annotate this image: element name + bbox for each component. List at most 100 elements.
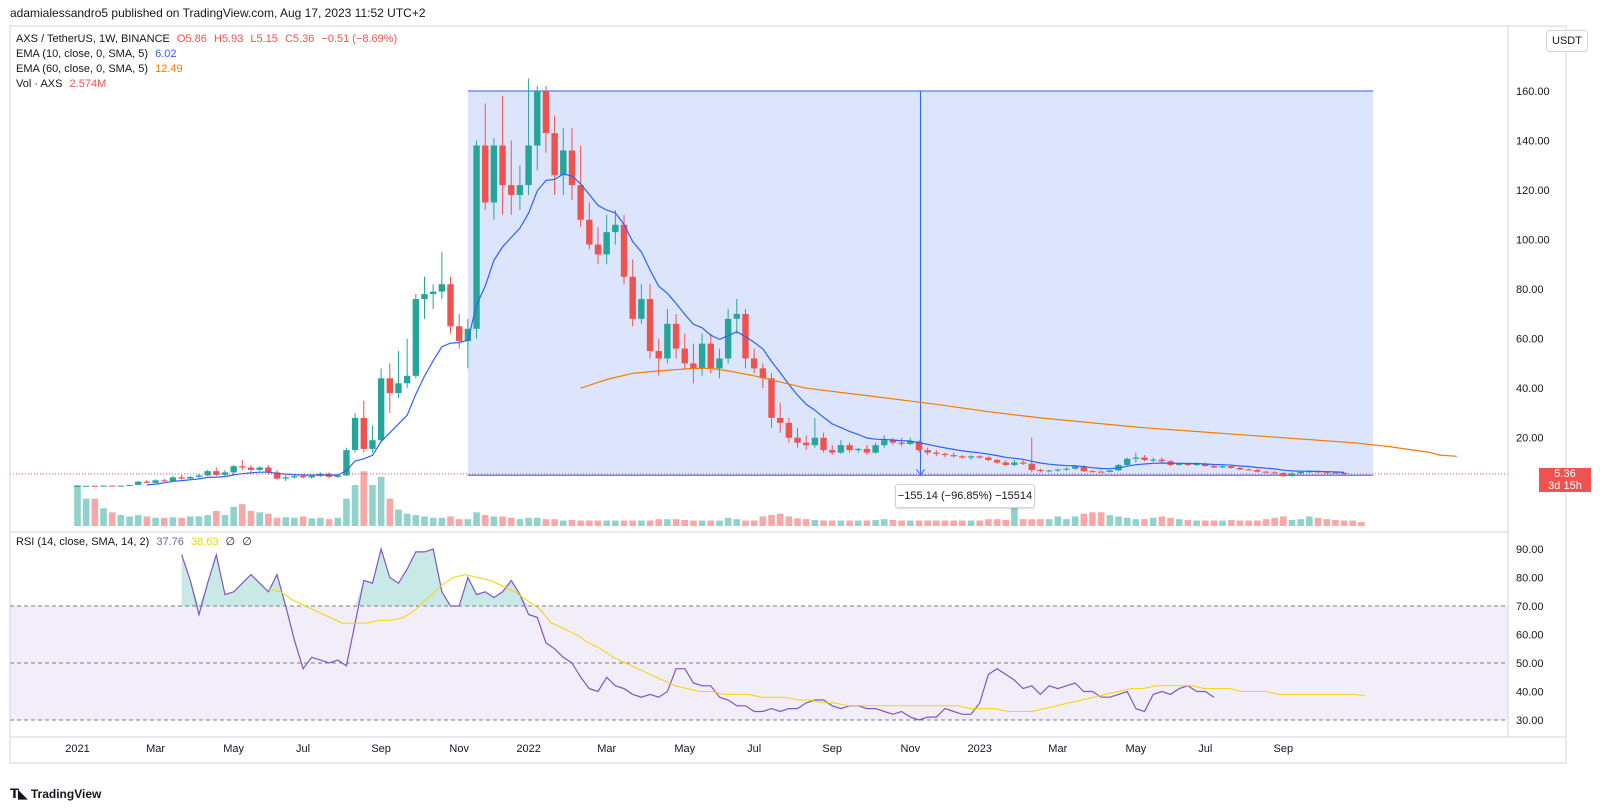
volume-bar [933, 520, 940, 526]
volume-bar [1236, 520, 1244, 526]
candle-body [829, 450, 836, 453]
volume-bar [1045, 519, 1053, 526]
volume-bar [360, 471, 368, 526]
candle-body [1297, 471, 1304, 474]
volume-value: 2.574M [69, 78, 107, 90]
price-tick-label: 80.00 [1516, 284, 1544, 296]
candle-body [1288, 473, 1296, 477]
volume-bar [1340, 520, 1348, 526]
volume-bar [1288, 519, 1296, 526]
rsi-value: 37.76 [156, 536, 184, 548]
candle-body [1202, 463, 1209, 466]
candle-body [117, 485, 125, 487]
price-axis[interactable]: 20.00 40.00 60.00 80.00 100.00 120.00 140.00 16… [1516, 86, 1550, 445]
volume-bar [516, 519, 524, 526]
volume-bar [343, 498, 350, 526]
candle-body [109, 485, 116, 487]
candle-body [1193, 463, 1200, 465]
candle-body [1011, 462, 1018, 465]
volume-bar [1132, 519, 1140, 526]
candle-body [490, 145, 498, 203]
candle-body [1037, 469, 1044, 472]
volume-bar [126, 516, 133, 526]
candle-body [837, 445, 845, 453]
time-tick-label: Nov [901, 743, 921, 755]
candle-body [308, 475, 315, 478]
volume-bar [1149, 517, 1157, 526]
volume-bar [256, 512, 263, 526]
volume-bar [1349, 520, 1357, 526]
rsi-tick-label: 30.00 [1516, 715, 1544, 727]
candle-body [1123, 458, 1131, 465]
candle-body [1132, 457, 1140, 459]
high-value: H5.93 [213, 33, 244, 45]
volume-bar [950, 520, 957, 526]
rsi-legend[interactable]: RSI (14, close, SMA, 14, 2) 37.76 38.63 … [16, 535, 252, 548]
currency-unit-button[interactable]: USDT [1546, 30, 1588, 52]
volume-bar [412, 515, 420, 526]
rsi-axis[interactable]: 30.00 40.00 50.00 60.00 70.00 80.00 90.00 [1516, 544, 1544, 727]
volume-bar [959, 520, 966, 526]
candle-body [403, 375, 411, 384]
volume-bar [568, 519, 576, 526]
volume-bar [1141, 519, 1148, 526]
volume-bar [117, 515, 125, 526]
volume-bar [195, 516, 203, 526]
candle-body [1071, 466, 1079, 469]
candle-body [716, 358, 723, 369]
candle-body [1106, 470, 1114, 472]
rsi-pane[interactable] [10, 546, 1508, 721]
volume-bar [403, 513, 411, 526]
volume-bar [750, 520, 758, 526]
volume-bar [525, 517, 532, 526]
time-axis[interactable]: 2021 Mar May Jul Sep Nov 2022 Mar May Jul Sep Nov 20… [65, 743, 1293, 755]
volume-bar [1227, 519, 1235, 526]
volume-bar [551, 519, 558, 526]
candle-body [620, 224, 628, 277]
candle-body [672, 323, 680, 349]
volume-label: Vol · AXS [16, 78, 63, 90]
volume-bar [1201, 520, 1209, 526]
volume-bar [976, 520, 983, 526]
candle-body [482, 145, 489, 203]
volume-bar [438, 517, 446, 526]
rsi-ma-line [268, 574, 1365, 712]
volume-legend[interactable]: Vol · AXS 2.574M [16, 78, 106, 90]
candle-body [638, 299, 645, 319]
candle-body [377, 378, 385, 441]
volume-bar [1323, 519, 1330, 526]
volume-bar [1115, 516, 1122, 526]
candle-body [473, 145, 480, 329]
candle-body [655, 351, 662, 359]
measure-arrow-head [916, 468, 925, 477]
volume-bar [1314, 517, 1322, 526]
volume-bar [299, 516, 307, 526]
candle-body [768, 378, 775, 418]
time-tick-label: Nov [449, 743, 469, 755]
pane-borders [9, 25, 1567, 764]
tradingview-logo[interactable]: 𝗧◣ TradingView [10, 786, 101, 802]
ema10-legend[interactable]: EMA (10, close, 0, SMA, 5) 6.02 [16, 48, 177, 60]
volume-bar [334, 517, 342, 526]
volume-bar [1210, 520, 1218, 526]
volume-bar [655, 519, 663, 526]
volume-bar [681, 519, 689, 526]
candle-body [985, 457, 992, 461]
volume-bar [152, 517, 159, 526]
price-tick-label: 160.00 [1516, 86, 1550, 98]
tradingview-brand: TradingView [30, 787, 102, 801]
volume-bar [1097, 512, 1105, 526]
candle-body [1080, 466, 1087, 472]
time-tick-label: May [674, 743, 695, 755]
candle-body [213, 471, 220, 475]
volume-bar [169, 517, 177, 526]
candle-body [299, 476, 307, 478]
rsi-extra-value-2: ∅ [242, 536, 252, 548]
candle-body [915, 441, 923, 451]
symbol-legend[interactable]: AXS / TetherUS, 1W, BINANCE O5.86 H5.93 … [16, 33, 397, 45]
volume-bar [282, 517, 289, 526]
candle-body [785, 422, 793, 438]
time-tick-label: 2023 [967, 743, 991, 755]
ema60-legend[interactable]: EMA (60, close, 0, SMA, 5) 12.49 [16, 63, 183, 75]
